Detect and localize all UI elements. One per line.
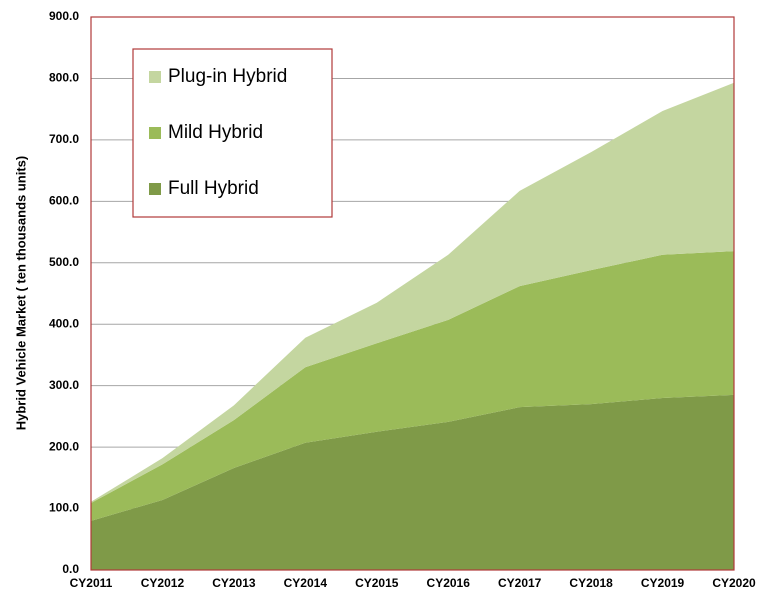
legend-label: Mild Hybrid [168,122,263,143]
legend-box [132,48,333,218]
y-tick-label: 900.0 [49,9,79,23]
legend-label: Full Hybrid [168,178,259,199]
y-tick-label: 200.0 [49,439,79,453]
x-tick-label: CY2013 [212,576,256,590]
x-tick-label: CY2015 [355,576,399,590]
legend-swatch [149,127,161,139]
x-tick-label: CY2012 [141,576,185,590]
legend-label: Plug-in Hybrid [168,66,287,87]
x-tick-label: CY2017 [498,576,542,590]
legend-swatch [149,183,161,195]
y-tick-label: 600.0 [49,194,79,208]
legend: Plug-in Hybrid Mild Hybrid Full Hybrid [132,48,333,218]
x-tick-label: CY2016 [427,576,471,590]
x-tick-label: CY2014 [284,576,328,590]
area [91,82,734,504]
area [91,251,734,521]
y-tick-label: 700.0 [49,132,79,146]
legend-swatch [149,71,161,83]
x-tick-label: CY2011 [70,576,113,590]
y-tick-label: 300.0 [49,378,79,392]
x-tick-label: CY2019 [641,576,685,590]
y-tick-label: 800.0 [49,71,79,85]
y-tick-label: 0.0 [62,562,79,576]
plot-border [90,16,735,571]
area [91,394,734,570]
y-tick-label: 500.0 [49,255,79,269]
y-tick-label: 400.0 [49,316,79,330]
y-axis-label: Hybrid Vehicle Market ( ten thousands un… [13,156,28,431]
y-tick-label: 100.0 [49,501,79,515]
x-tick-label: CY2018 [569,576,613,590]
x-tick-label: CY2020 [712,576,756,590]
